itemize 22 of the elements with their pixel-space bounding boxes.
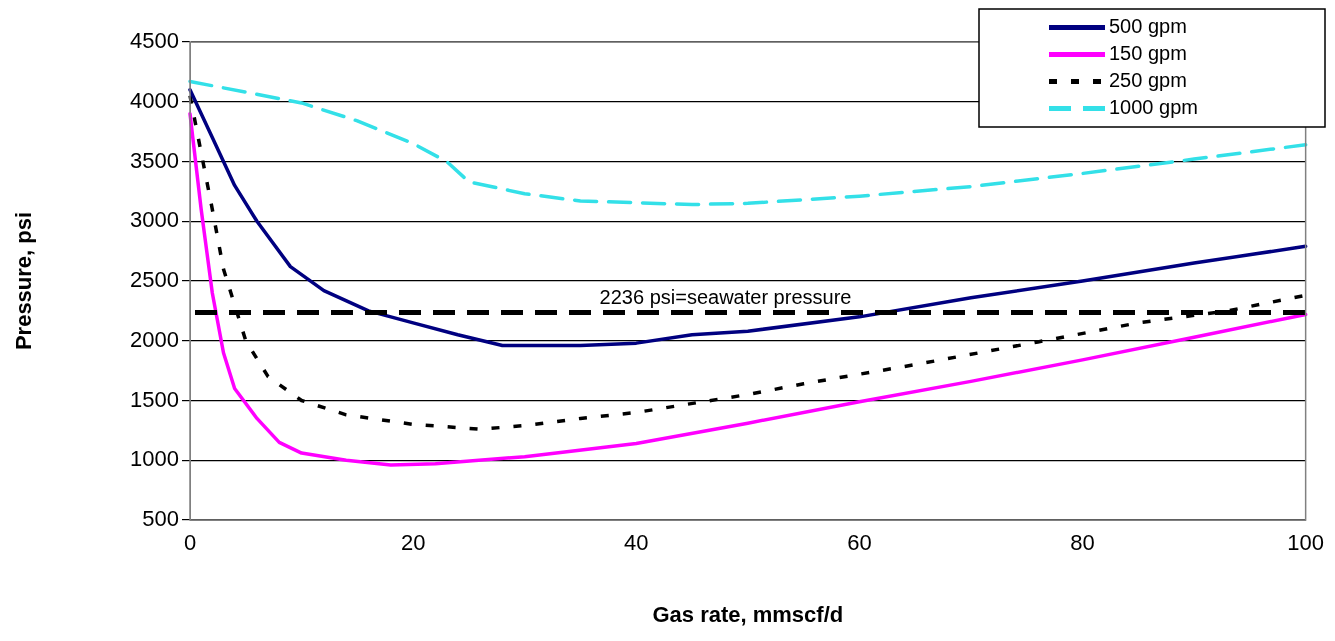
x-tick-label: 60 <box>847 530 872 556</box>
y-axis-title: Pressure, psi <box>11 211 37 351</box>
y-tick-label: 2500 <box>130 267 179 293</box>
x-tick-label: 80 <box>1070 530 1095 556</box>
x-tick-label: 0 <box>183 530 197 556</box>
y-tick-label: 2000 <box>130 326 179 352</box>
legend-label: 500 gpm <box>1109 15 1187 38</box>
ref-line-label: 2236 psi=seawater pressure <box>599 286 852 309</box>
y-tick-label: 1000 <box>130 446 179 472</box>
y-tick-label: 1500 <box>130 386 179 412</box>
y-tick-label: 500 <box>142 506 179 532</box>
legend-label: 250 gpm <box>1109 69 1187 92</box>
y-tick-label: 3000 <box>130 207 179 233</box>
y-tick-label: 3500 <box>130 147 179 173</box>
x-tick-label: 40 <box>624 530 649 556</box>
legend-label: 150 gpm <box>1109 42 1187 65</box>
y-tick-label: 4500 <box>130 28 179 54</box>
legend-label: 1000 gpm <box>1109 96 1198 119</box>
x-axis-title: Gas rate, mmscf/d <box>652 601 844 627</box>
x-tick-label: 100 <box>1287 530 1325 556</box>
y-tick-label: 4000 <box>130 87 179 113</box>
x-tick-label: 20 <box>400 530 426 556</box>
